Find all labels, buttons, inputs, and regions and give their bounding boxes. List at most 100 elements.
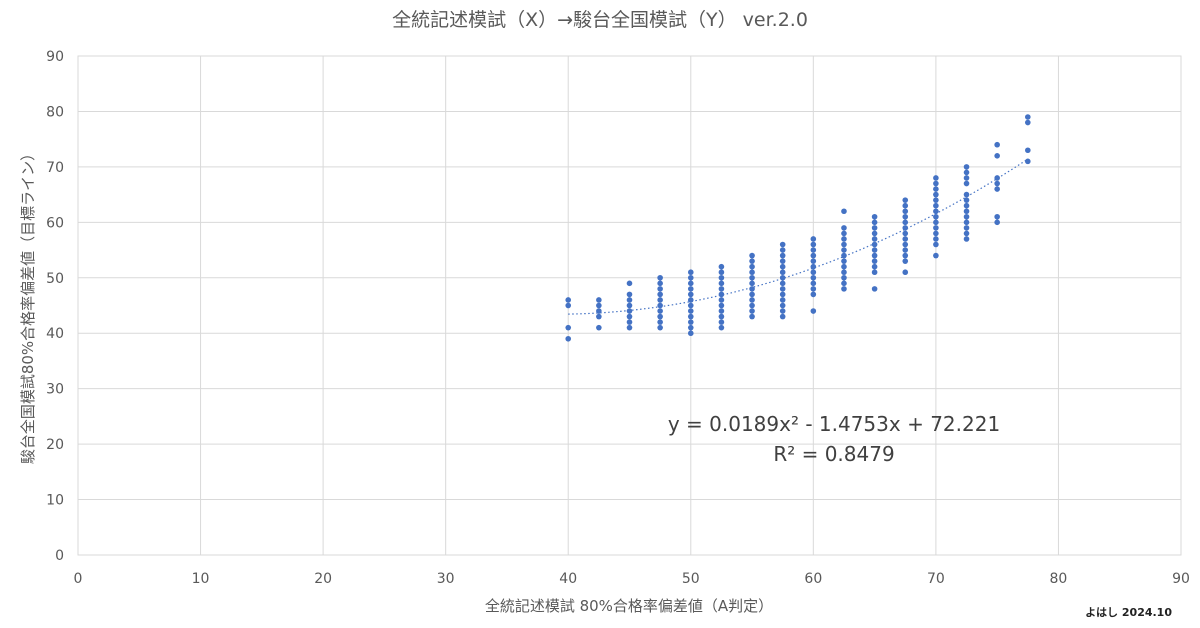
data-point (963, 213, 970, 220)
data-point (1025, 158, 1031, 165)
data-point (749, 263, 755, 270)
data-point (657, 319, 663, 325)
data-point (871, 252, 878, 259)
data-point (994, 213, 1000, 220)
data-point (902, 208, 909, 215)
data-point (626, 302, 633, 309)
data-point (718, 274, 725, 281)
data-point (779, 280, 786, 287)
data-point (933, 186, 939, 192)
data-point (749, 252, 755, 259)
data-point (596, 297, 602, 303)
data-point (779, 269, 786, 276)
data-point (626, 291, 633, 298)
data-point (933, 241, 939, 248)
x-tick-label: 30 (437, 571, 455, 587)
data-point (810, 236, 817, 242)
data-point (596, 308, 602, 314)
data-point (687, 313, 694, 320)
data-point (718, 297, 725, 303)
data-point (657, 280, 663, 287)
data-point (779, 291, 786, 298)
data-point (718, 302, 725, 309)
data-point (1025, 147, 1031, 154)
data-point (933, 180, 939, 187)
data-point (963, 169, 970, 176)
data-point (871, 269, 878, 276)
data-point (963, 197, 970, 203)
data-point (933, 208, 939, 215)
x-tick-label: 50 (682, 571, 700, 587)
data-point (749, 258, 755, 264)
data-point (902, 269, 909, 276)
data-point (810, 252, 817, 259)
x-tick-label: 0 (74, 571, 83, 587)
data-point (810, 286, 817, 292)
data-point (902, 219, 909, 226)
data-point (718, 269, 725, 276)
data-point (963, 225, 970, 231)
data-point (779, 258, 786, 264)
data-point (810, 258, 817, 264)
data-point (779, 274, 786, 281)
data-point (963, 180, 970, 187)
data-point (810, 241, 817, 248)
data-point (626, 297, 633, 303)
x-tick-label: 80 (1050, 571, 1068, 587)
data-point (1025, 119, 1031, 126)
data-point (963, 219, 970, 226)
data-point (779, 313, 786, 320)
data-point (718, 263, 725, 270)
data-point (994, 219, 1000, 226)
data-point (749, 308, 755, 314)
data-point (810, 263, 817, 270)
data-point (718, 291, 725, 298)
data-point (657, 313, 663, 320)
data-point (687, 330, 694, 337)
y-tick-label: 30 (46, 382, 64, 398)
data-point (749, 297, 755, 303)
data-point (687, 297, 694, 303)
data-point (718, 324, 725, 331)
data-point (687, 269, 694, 276)
data-point (718, 319, 725, 325)
data-point (933, 219, 939, 226)
data-point (626, 280, 633, 287)
data-point (933, 175, 939, 181)
data-point (565, 297, 572, 303)
data-point (871, 241, 878, 248)
data-point (1025, 114, 1031, 120)
data-point (687, 286, 694, 292)
data-point (841, 252, 847, 259)
data-point (718, 313, 725, 320)
data-point (779, 302, 786, 309)
y-tick-label: 10 (46, 493, 64, 509)
data-point (902, 236, 909, 242)
data-point (963, 202, 970, 209)
data-point (841, 236, 847, 242)
data-point (841, 274, 847, 281)
data-point (871, 213, 878, 220)
data-point (994, 186, 1000, 192)
x-tick-label: 10 (192, 571, 210, 587)
data-point (871, 263, 878, 270)
data-point (657, 302, 663, 309)
data-point (749, 274, 755, 281)
y-tick-label: 80 (46, 104, 64, 120)
data-point (841, 225, 847, 231)
data-point (749, 302, 755, 309)
y-tick-label: 0 (55, 548, 64, 564)
data-point (841, 269, 847, 276)
data-point (810, 291, 817, 298)
data-point (718, 286, 725, 292)
data-point (626, 324, 633, 331)
data-point (779, 247, 786, 253)
y-tick-label: 60 (46, 215, 64, 231)
trendline (568, 158, 1029, 315)
x-tick-label: 40 (559, 571, 577, 587)
data-point (841, 286, 847, 292)
data-point (626, 308, 633, 314)
data-point (963, 230, 970, 237)
